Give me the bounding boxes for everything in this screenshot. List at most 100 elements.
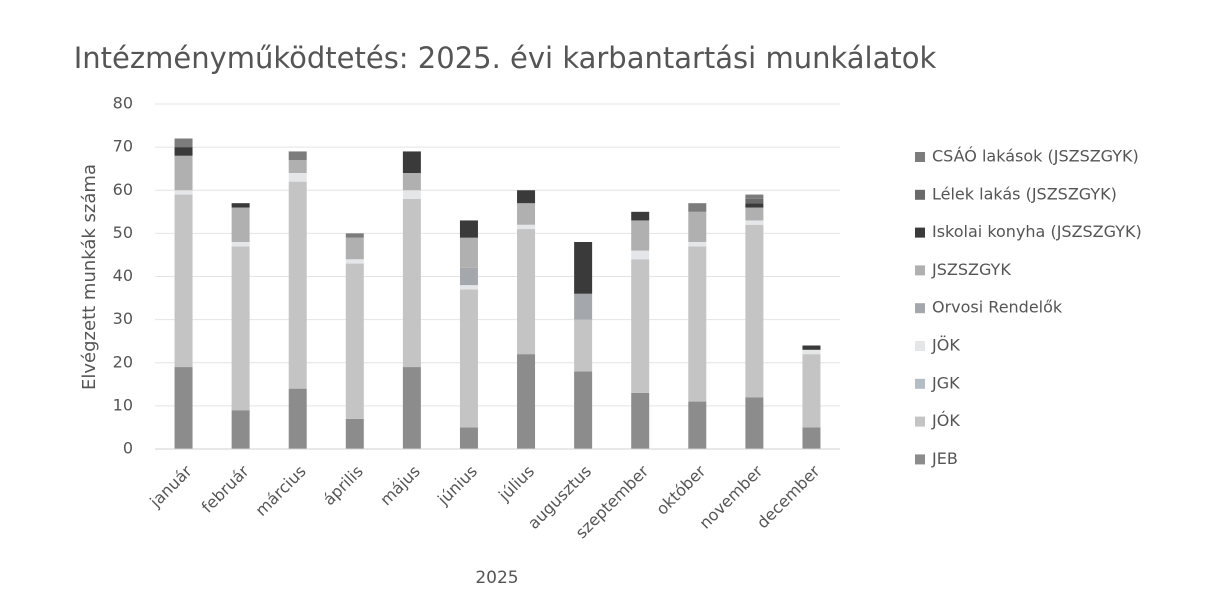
bar-segment (517, 229, 536, 355)
bar-segment (688, 246, 707, 402)
chart-title: Intézményműködtetés: 2025. évi karbantar… (74, 41, 937, 75)
bar-segment (745, 203, 764, 208)
bar-segment (574, 371, 593, 449)
x-tick-label: június (433, 462, 481, 510)
y-tick-label: 60 (113, 180, 133, 199)
legend-swatch (915, 303, 925, 314)
legend-label: JEB (931, 449, 958, 468)
bar-segment (745, 198, 764, 204)
bar-segment (688, 211, 707, 242)
y-tick-label: 40 (113, 266, 133, 285)
bar-segment (459, 220, 478, 238)
bar-segment (631, 211, 650, 221)
bar-segment (631, 392, 650, 449)
bar-segment (459, 267, 478, 286)
bar-segment (459, 237, 478, 268)
bar-segment (345, 263, 364, 419)
bar-segment (802, 345, 821, 350)
legend-label: JGK (931, 373, 960, 392)
bar-segment (174, 190, 193, 195)
legend-swatch (915, 378, 925, 389)
x-tick-label: október (652, 461, 709, 518)
y-tick-label: 0 (123, 439, 133, 458)
bar-segment (231, 242, 250, 247)
bar-segment (517, 354, 536, 449)
bar-segment (802, 427, 821, 449)
y-axis-title: Elvégzett munkák száma (79, 164, 100, 390)
bar-segment (402, 198, 421, 368)
bar-segment (631, 250, 650, 260)
x-tick-label: január (145, 461, 195, 511)
bar-segment (174, 155, 193, 191)
x-tick-label: március (251, 462, 309, 520)
bar-segment (574, 293, 593, 320)
bar-segment (802, 354, 821, 428)
bar-segment (459, 289, 478, 428)
bar-segment (688, 401, 707, 449)
y-tick-label: 20 (113, 352, 133, 371)
bar-segment (288, 160, 307, 173)
bar-segment (745, 220, 764, 225)
x-tick-label: február (198, 461, 253, 516)
y-tick-label: 70 (113, 137, 133, 156)
bar-segment (174, 194, 193, 368)
bar-segment (174, 138, 193, 148)
y-tick-label: 30 (113, 309, 133, 328)
bar-segment (517, 190, 536, 204)
bar-segment (802, 349, 821, 355)
bar-segment (574, 242, 593, 294)
bar-segment (345, 233, 364, 238)
bar-segment (631, 259, 650, 393)
legend-swatch (915, 416, 925, 427)
bar-segment (459, 427, 478, 449)
bar-segment (231, 207, 250, 242)
bar-segment (459, 285, 478, 290)
bar-segment (517, 224, 536, 230)
bar-segment (745, 207, 764, 221)
bar-segment (688, 203, 707, 212)
bar-segment (345, 418, 364, 449)
bar-segment (402, 190, 421, 199)
y-tick-label: 80 (113, 94, 133, 113)
legend-label: Iskolai konyha (JSZSZGYK) (932, 222, 1142, 241)
bar-segment (574, 319, 593, 372)
bar-segment (402, 151, 421, 173)
bar-segment (688, 242, 707, 247)
legend-label: JÖK (931, 336, 960, 355)
x-tick-label: július (494, 462, 538, 506)
legend-swatch (915, 152, 925, 162)
x-tick-label: április (319, 462, 367, 510)
legend-label: CSÁÓ lakások (JSZSZGYK) (932, 147, 1139, 166)
legend-swatch (915, 227, 925, 238)
legend-swatch (915, 265, 925, 276)
bar-segment (231, 203, 250, 208)
bar-segment (288, 173, 307, 182)
x-tick-label: május (376, 462, 424, 510)
legend-label: JSZSZGYK (931, 260, 1011, 279)
bar-segment (402, 367, 421, 449)
bar-segment (745, 224, 764, 398)
x-tick-label: december (753, 461, 824, 532)
legend-swatch (915, 189, 925, 200)
legend-label: JÓK (931, 411, 960, 430)
x-axis-title: 2025 (475, 568, 518, 588)
legend-label: Orvosi Rendelők (932, 298, 1063, 317)
y-tick-label: 50 (113, 223, 133, 242)
bar-segment (288, 151, 307, 161)
bar-segment (231, 246, 250, 411)
bar-segment (745, 397, 764, 449)
bar-segment (745, 194, 764, 199)
legend-swatch (915, 454, 925, 465)
bar-segment (402, 173, 421, 191)
bar-segment (345, 237, 364, 260)
bar-segment (631, 220, 650, 251)
bar-segment (288, 388, 307, 449)
bar-segment (517, 203, 536, 225)
bar-segment (345, 259, 364, 264)
bar-segment (288, 181, 307, 389)
y-tick-label: 10 (113, 395, 133, 414)
bar-segment (174, 147, 193, 156)
legend-label: Lélek lakás (JSZSZGYK) (932, 184, 1117, 203)
bar-segment (231, 410, 250, 449)
